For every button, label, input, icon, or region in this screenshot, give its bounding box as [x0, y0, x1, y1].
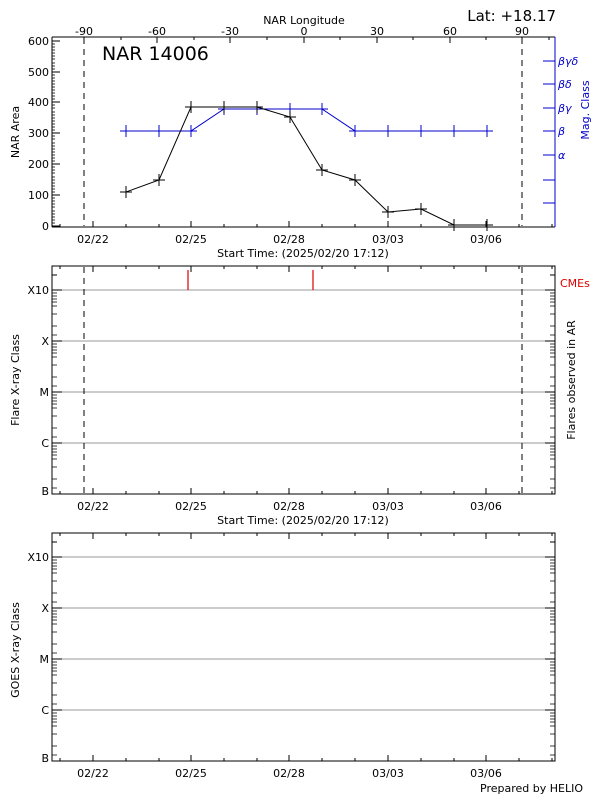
area-tick-label: 300 [28, 127, 49, 140]
flare-y-ticks [52, 274, 555, 444]
area-axis-title: NAR Area [9, 106, 22, 158]
lon-tick-label: -60 [148, 25, 166, 38]
date-tick-label: 03/06 [470, 767, 502, 780]
lon-tick-label: -30 [221, 25, 239, 38]
area-tick-label: 200 [28, 158, 49, 171]
mag-class-series-line [126, 108, 487, 132]
flare-y-minor-ticks [52, 292, 555, 489]
lon-tick-label: 90 [515, 25, 529, 38]
area-tick-label: 400 [28, 96, 49, 109]
flare-class-tick-label: M [40, 386, 50, 399]
flare-class-panel: B C M X X10 Flare X-ray Class Flares obs… [9, 265, 590, 527]
date-tick-label: 03/03 [372, 233, 404, 246]
flare-plot-frame [51, 265, 556, 495]
area-tick-label: 100 [28, 189, 49, 202]
mag-tick-label: βδ [557, 78, 572, 91]
goes-date-ticks [59, 533, 553, 761]
prepared-by-credit: Prepared by HELIO [480, 782, 583, 795]
date-tick-label: 03/03 [372, 500, 404, 513]
goes-class-tick-label: X [41, 602, 49, 615]
date-tick-label: 02/25 [175, 767, 207, 780]
lon-tick-label: 30 [370, 25, 384, 38]
date-tick-label: 02/25 [175, 500, 207, 513]
area-tick-label: 500 [28, 66, 49, 79]
area-tick-label: 0 [42, 220, 49, 233]
date-tick-label: 03/06 [470, 233, 502, 246]
flare-date-ticks [59, 266, 553, 494]
flare-class-tick-label: C [41, 437, 49, 450]
cme-legend-label: CMEs [560, 277, 590, 290]
date-ticks [59, 221, 553, 227]
flare-class-tick-label: X [41, 335, 49, 348]
nar-title: NAR 14006 [102, 43, 209, 65]
area-tick-label: 600 [28, 35, 49, 48]
date-tick-label: 03/06 [470, 500, 502, 513]
area-y-ticks [52, 40, 60, 227]
date-tick-label: 02/28 [273, 500, 305, 513]
goes-plot-frame [51, 532, 556, 762]
nar-area-series-line [125, 106, 487, 226]
date-tick-label: 02/22 [77, 500, 109, 513]
flare-gridlines [60, 289, 545, 444]
mag-class-markers [120, 103, 493, 137]
start-time-label: Start Time: (2025/02/20 17:12) [217, 247, 389, 260]
lon-tick-label: 0 [301, 25, 308, 38]
date-tick-label: 02/25 [175, 233, 207, 246]
latitude-label: Lat: +18.17 [467, 7, 556, 25]
goes-class-tick-label: C [41, 704, 49, 717]
nar-area-panel: Lat: +18.17 NAR Longitude NAR 14006 -90 … [9, 7, 592, 260]
lon-tick-label: -90 [75, 25, 93, 38]
mag-tick-label: βγ [557, 102, 572, 115]
goes-y-minor-ticks [52, 559, 555, 756]
start-time-label: Start Time: (2025/02/20 17:12) [217, 514, 389, 527]
flare-class-tick-label: X10 [27, 284, 49, 297]
goes-class-tick-label: B [41, 752, 49, 765]
date-tick-label: 02/22 [77, 767, 109, 780]
nar-area-markers [120, 101, 493, 231]
goes-class-axis-title: GOES X-ray Class [9, 602, 22, 698]
goes-y-ticks [52, 541, 555, 711]
mag-class-axis-title: Mag. Class [579, 80, 592, 139]
mag-class-ticks [543, 60, 555, 204]
goes-class-tick-label: X10 [27, 551, 49, 564]
goes-xray-panel: B C M X X10 GOES X-ray Class 02/22 02/25… [9, 532, 583, 795]
mag-tick-label: β [557, 125, 565, 138]
date-tick-label: 02/28 [273, 767, 305, 780]
mag-tick-label: βγδ [557, 55, 579, 68]
goes-class-tick-label: M [40, 653, 50, 666]
area-y-minor-ticks [52, 43, 55, 224]
longitude-axis-title: NAR Longitude [263, 14, 345, 27]
flares-observed-axis-title: Flares observed in AR [565, 320, 578, 440]
flare-class-axis-title: Flare X-ray Class [9, 334, 22, 426]
lon-tick-label: 60 [443, 25, 457, 38]
date-tick-label: 03/03 [372, 767, 404, 780]
date-tick-label: 02/28 [273, 233, 305, 246]
date-tick-label: 02/22 [77, 233, 109, 246]
flare-class-tick-label: B [41, 485, 49, 498]
mag-tick-label: α [558, 149, 566, 162]
goes-gridlines [60, 556, 545, 711]
